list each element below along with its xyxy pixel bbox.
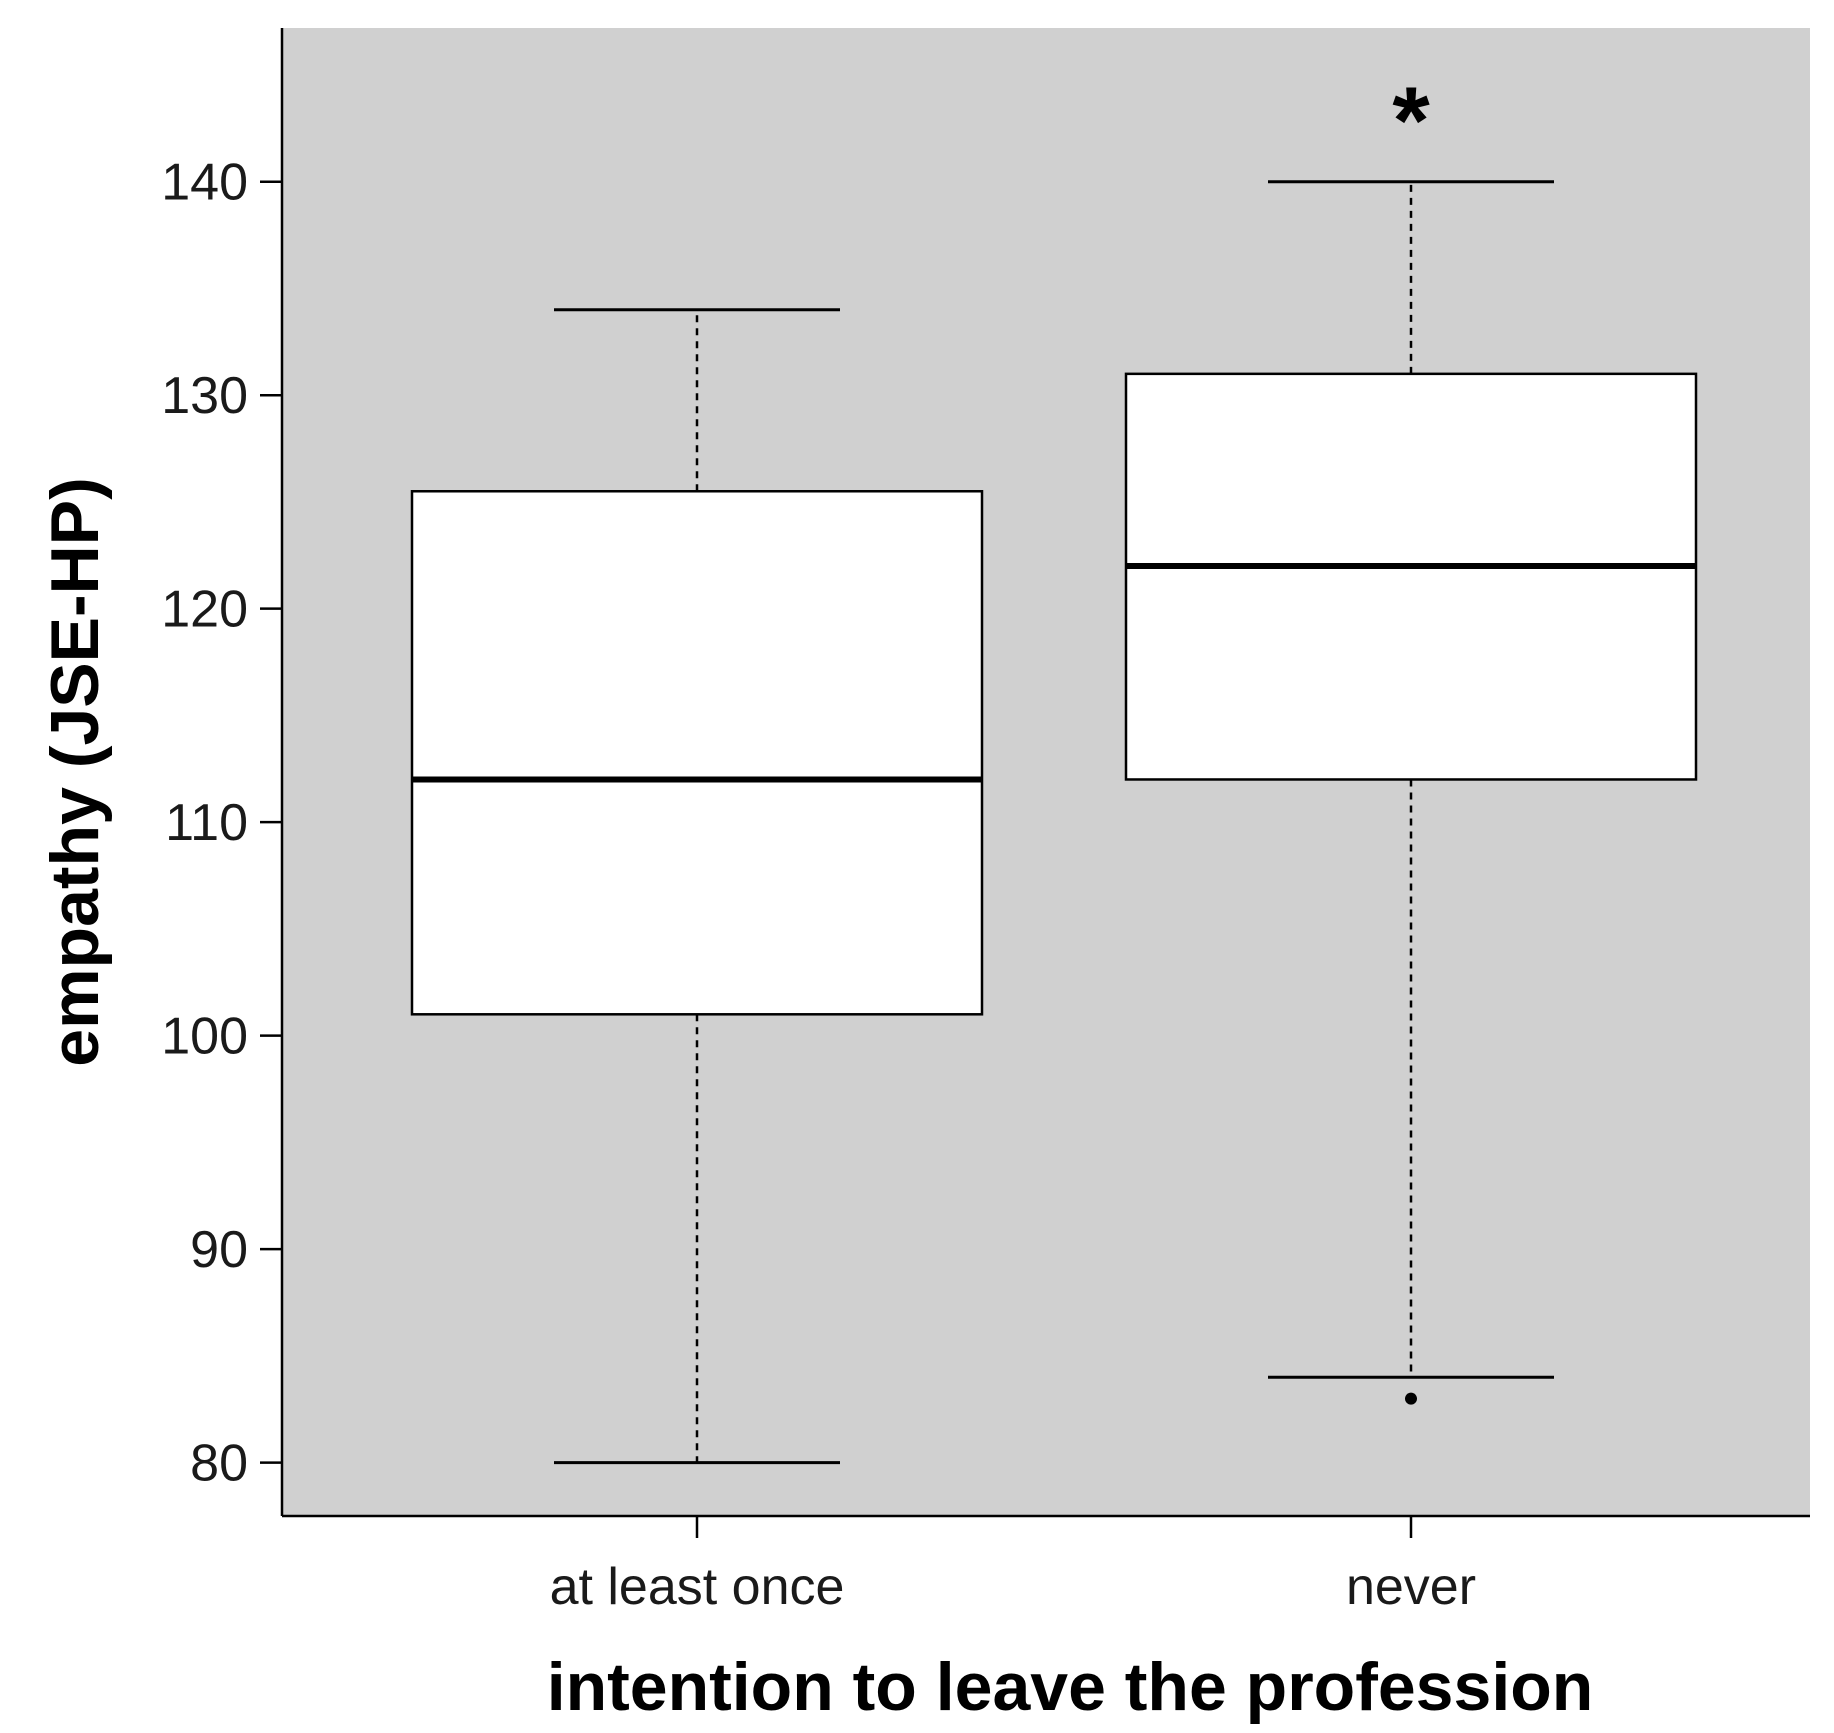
y-tick-label: 80 bbox=[190, 1435, 248, 1493]
y-tick-label: 110 bbox=[165, 794, 248, 852]
box-group bbox=[410, 308, 984, 1465]
x-tick-label: at least once bbox=[550, 1558, 845, 1616]
y-tick-label: 140 bbox=[161, 154, 248, 212]
chart-marks: * bbox=[410, 68, 1698, 1465]
y-tick-label: 100 bbox=[161, 1008, 248, 1066]
x-ticks: at least once never bbox=[550, 1516, 1476, 1616]
y-tick-label: 90 bbox=[190, 1221, 248, 1279]
outlier-point bbox=[1405, 1392, 1417, 1405]
significance-marker: * bbox=[1392, 68, 1430, 175]
box-group bbox=[1124, 180, 1698, 1405]
y-tick-label: 130 bbox=[161, 367, 248, 425]
iqr-box bbox=[1124, 372, 1698, 781]
y-tick-label: 120 bbox=[161, 581, 248, 639]
x-tick-label: never bbox=[1346, 1558, 1476, 1616]
y-ticks: 80 90 100 110 120 130 140 bbox=[161, 154, 282, 1493]
x-axis-title: intention to leave the profession bbox=[547, 1649, 1594, 1725]
y-axis-title: empathy (JSE-HP) bbox=[37, 477, 113, 1066]
iqr-box bbox=[410, 490, 984, 1016]
